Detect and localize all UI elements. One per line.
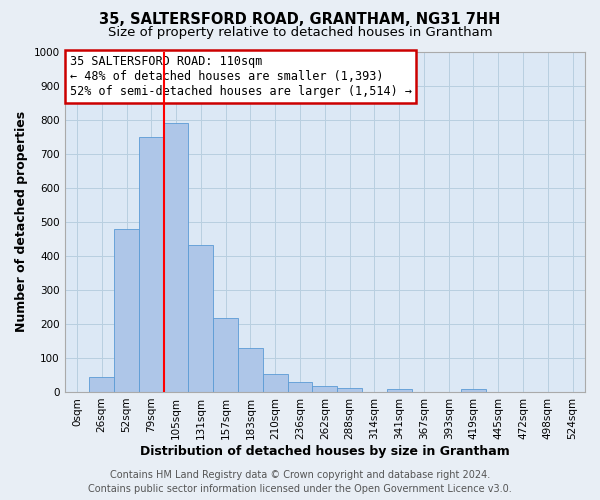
Bar (287, 382, 313, 392)
Text: Size of property relative to detached houses in Grantham: Size of property relative to detached ho… (107, 26, 493, 39)
Bar (387, 389, 412, 392)
Y-axis label: Number of detached properties: Number of detached properties (15, 111, 28, 332)
Bar (164, 123, 188, 392)
Bar (139, 136, 164, 392)
Bar (238, 348, 263, 392)
Text: 35, SALTERSFORD ROAD, GRANTHAM, NG31 7HH: 35, SALTERSFORD ROAD, GRANTHAM, NG31 7HH (100, 12, 500, 28)
Text: Contains HM Land Registry data © Crown copyright and database right 2024.
Contai: Contains HM Land Registry data © Crown c… (88, 470, 512, 494)
Bar (188, 245, 213, 392)
Text: 35 SALTERSFORD ROAD: 110sqm
← 48% of detached houses are smaller (1,393)
52% of : 35 SALTERSFORD ROAD: 110sqm ← 48% of det… (70, 55, 412, 98)
Bar (337, 388, 362, 392)
Bar (213, 318, 238, 392)
Bar (89, 376, 114, 392)
X-axis label: Distribution of detached houses by size in Grantham: Distribution of detached houses by size … (140, 444, 509, 458)
Bar (313, 386, 337, 392)
Bar (461, 388, 486, 392)
Bar (114, 228, 139, 392)
Bar (263, 374, 287, 392)
